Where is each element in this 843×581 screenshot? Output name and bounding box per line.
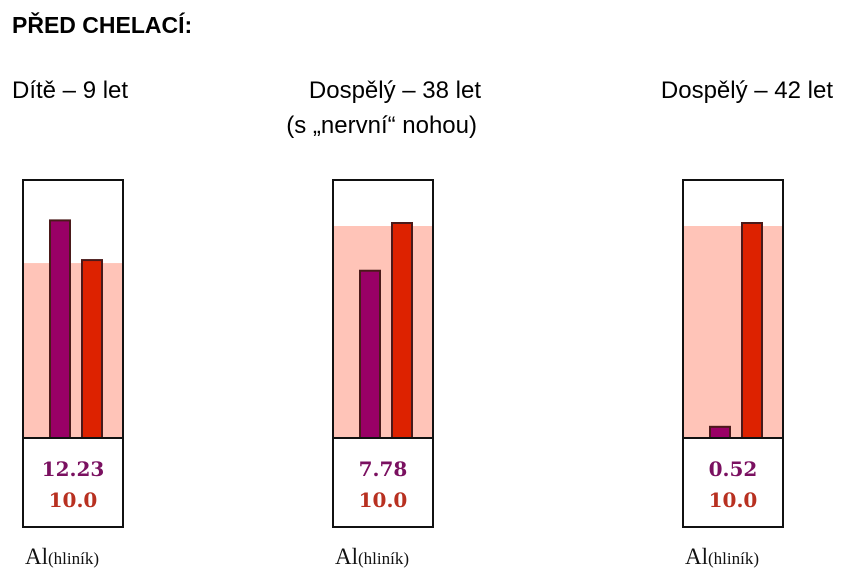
x-label-main: Al xyxy=(685,544,708,569)
panel-title: Dítě – 9 let xyxy=(12,77,128,104)
bar xyxy=(391,222,413,439)
panel-title: Dospělý – 38 let xyxy=(309,77,481,104)
slide-title: PŘED CHELACÍ: xyxy=(12,11,192,38)
bar xyxy=(81,259,103,439)
x-label-note: (hliník) xyxy=(358,549,409,568)
x-label: Al(hliník) xyxy=(685,544,759,569)
reference-band xyxy=(683,226,783,438)
x-label-note: (hliník) xyxy=(708,549,759,568)
x-label-main: Al xyxy=(25,544,48,569)
value-label: 12.23 xyxy=(42,457,105,481)
value-label: 7.78 xyxy=(359,457,408,481)
reference-band xyxy=(23,263,123,438)
bar xyxy=(359,269,381,440)
bar xyxy=(49,219,71,439)
panel-frame xyxy=(332,179,434,528)
value-label: 10.0 xyxy=(49,488,98,512)
panel-frame xyxy=(682,179,784,528)
x-label-note: (hliník) xyxy=(48,549,99,568)
bar xyxy=(709,425,731,440)
panel-frame xyxy=(22,179,124,528)
x-label: Al(hliník) xyxy=(25,544,99,569)
value-label: 10.0 xyxy=(359,488,408,512)
panel-title: Dospělý – 42 let xyxy=(661,77,833,104)
panel-subtitle: (s „nervní“ nohou) xyxy=(286,112,477,139)
x-label: Al(hliník) xyxy=(335,544,409,569)
value-label: 0.52 xyxy=(709,457,758,481)
reference-band xyxy=(333,226,433,438)
x-label-main: Al xyxy=(335,544,358,569)
bar xyxy=(741,222,763,439)
value-label: 10.0 xyxy=(709,488,758,512)
